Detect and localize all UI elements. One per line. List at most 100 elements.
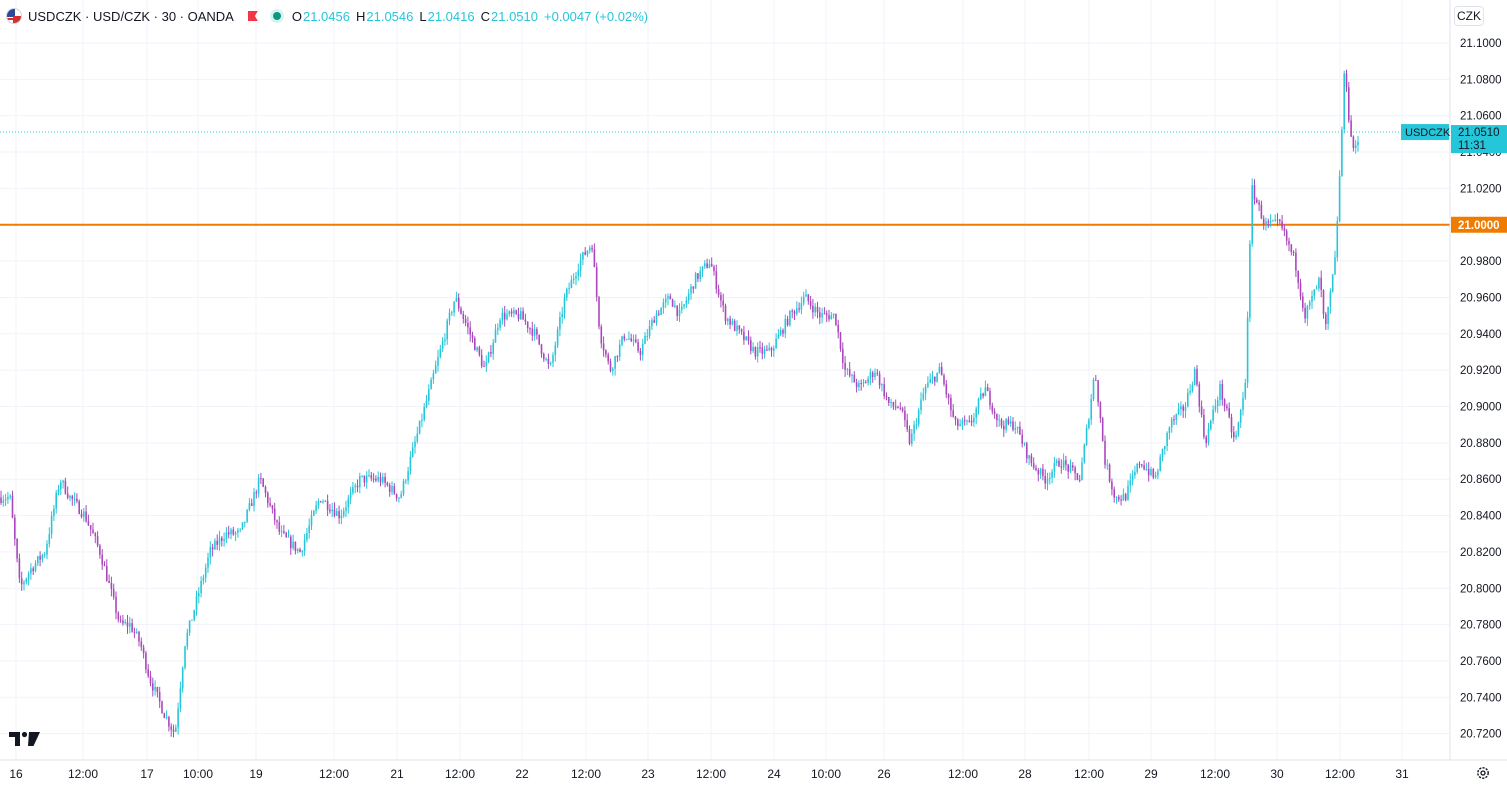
candle-body <box>727 318 729 322</box>
price-axis[interactable]: 21.100021.080021.060021.040021.020021.00… <box>1460 38 1502 741</box>
horizontal-grid <box>0 42 1450 735</box>
candle-body <box>733 320 736 331</box>
candle-body <box>393 486 396 494</box>
candle-body <box>322 501 324 503</box>
candle-body <box>7 496 9 500</box>
candle-body <box>1354 145 1357 149</box>
candle-body <box>94 533 97 537</box>
candle-body <box>609 361 612 371</box>
candle-body <box>1062 460 1065 468</box>
candle-body <box>152 683 154 691</box>
candle-body <box>885 396 888 398</box>
candle-body <box>1336 221 1339 258</box>
candle-body <box>798 308 800 310</box>
candle-body <box>595 266 598 297</box>
candle-body <box>1173 419 1175 421</box>
candle-body <box>1187 392 1189 407</box>
candle-body <box>977 399 980 409</box>
candle-body <box>540 344 543 355</box>
candle-body <box>582 252 584 260</box>
candle-body <box>1242 397 1244 410</box>
candle-body <box>533 329 536 336</box>
candle-body <box>1065 460 1067 465</box>
candle-body <box>414 441 416 448</box>
candle-body <box>996 413 998 421</box>
candle-body <box>676 305 678 316</box>
candle-body <box>720 295 722 301</box>
candle-body <box>503 312 506 320</box>
candle-body <box>108 580 110 583</box>
candle-body <box>494 329 497 343</box>
symbol-title[interactable]: USDCZK · USD/CZK · 30 · OANDA <box>28 8 234 24</box>
time-tick-label: 12:00 <box>1325 767 1355 781</box>
candle-body <box>186 632 189 647</box>
candle-body <box>984 387 987 396</box>
candle-body <box>168 717 170 727</box>
candle-body <box>474 338 476 351</box>
candle-body <box>1279 219 1281 222</box>
candle-body <box>791 310 793 312</box>
candle-body <box>492 342 494 354</box>
candle-body <box>1260 204 1263 219</box>
candle-body <box>1138 464 1141 465</box>
time-tick-label: 23 <box>641 767 655 781</box>
candle-body <box>1290 244 1293 252</box>
candle-body <box>1196 368 1198 385</box>
candle-body <box>809 301 812 306</box>
candle-body <box>855 382 858 388</box>
candle-body <box>830 315 833 320</box>
candle-body <box>264 486 267 493</box>
candle-body <box>1184 406 1187 411</box>
candle-body <box>913 424 915 434</box>
market-open-dot-icon[interactable] <box>269 9 284 23</box>
candle-body <box>34 563 37 571</box>
candle-body <box>701 266 704 272</box>
candle-body <box>671 299 674 307</box>
candle-body <box>230 529 232 535</box>
price-tick-label: 20.9000 <box>1460 402 1502 414</box>
candle-body <box>347 498 350 508</box>
candle-body <box>23 582 25 585</box>
candle-body <box>405 480 407 482</box>
candle-body <box>1067 464 1069 472</box>
candle-body <box>365 475 368 483</box>
candle-body <box>149 675 152 684</box>
candle-body <box>126 622 129 627</box>
candle-body <box>269 503 271 506</box>
candle-body <box>1131 475 1134 481</box>
candle-body <box>950 398 952 411</box>
candle-body <box>812 305 814 313</box>
settings-gear-icon[interactable] <box>1475 765 1491 781</box>
currency-button[interactable]: CZK <box>1454 6 1484 26</box>
candle-body <box>844 362 846 370</box>
candle-body <box>1228 408 1230 418</box>
candle-body <box>823 313 826 315</box>
candle-body <box>255 492 258 494</box>
candle-body <box>669 296 672 300</box>
candle-body <box>920 399 922 410</box>
candle-body <box>678 309 681 316</box>
candle-body <box>398 497 400 499</box>
candle-body <box>237 530 239 533</box>
candle-body <box>777 334 780 339</box>
candle-body <box>754 347 757 357</box>
candle-body <box>917 410 920 425</box>
candle-body <box>16 539 18 559</box>
candle-body <box>706 263 708 268</box>
candle-body <box>747 336 750 341</box>
tradingview-logo-icon[interactable] <box>9 730 41 748</box>
candle-body <box>904 410 906 421</box>
candle-body <box>1157 471 1159 476</box>
candle-body <box>736 325 738 331</box>
red-flag-icon[interactable] <box>247 11 258 21</box>
candle-body <box>411 447 414 457</box>
candle-body <box>630 338 632 342</box>
candle-body <box>835 313 837 325</box>
candle-body <box>667 296 669 299</box>
time-axis[interactable]: 16 12:00 17 10:00 19 12:00 21 12:00 22 12:00 23 12:… <box>9 767 1409 781</box>
candle-body <box>1329 291 1332 307</box>
candle-body <box>73 498 76 500</box>
candle-body <box>766 349 768 351</box>
candle-body <box>738 325 741 330</box>
